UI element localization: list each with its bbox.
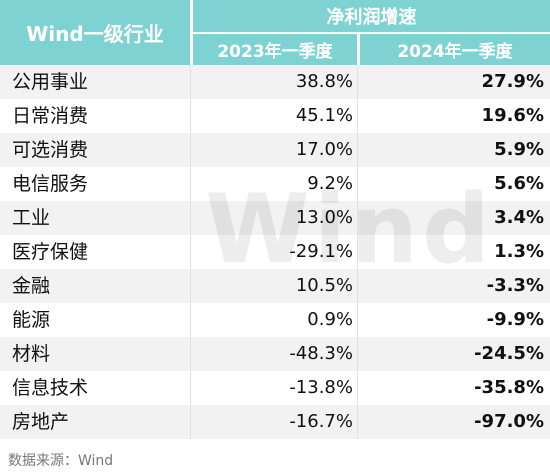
column-divider [357,371,358,405]
column-divider [190,133,191,167]
value-2023-cell: -29.1% [289,241,353,262]
value-2023-cell: -48.3% [289,343,353,364]
column-divider [190,405,191,439]
value-2023-cell: 10.5% [295,275,353,296]
column-divider [357,405,358,439]
column-divider [190,371,191,405]
column-divider [357,65,358,99]
value-2024-cell: 27.9% [481,71,544,92]
column-divider [190,269,191,303]
header-industry: Wind一级行业 [26,22,164,46]
column-divider [190,303,191,337]
column-divider [190,201,191,235]
value-2024-cell: 19.6% [481,105,544,126]
value-2024-cell: 3.4% [494,207,544,228]
column-divider [357,269,358,303]
industry-cell: 医疗保健 [12,241,89,263]
table-row: 能源 0.9% -9.9% [0,303,550,337]
value-2023-cell: 0.9% [307,309,353,330]
table-row: 可选消费 17.0% 5.9% [0,133,550,167]
value-2023-cell: 9.2% [307,173,353,194]
header-2023-q1: 2023年一季度 [217,42,333,62]
value-2023-cell: -16.7% [289,411,353,432]
table-row: 公用事业 38.8% 27.9% [0,65,550,99]
header-2024-q1: 2024年一季度 [397,42,513,62]
header-net-profit-growth: 净利润增速 [326,7,417,28]
column-divider [190,167,191,201]
value-2024-cell: 1.3% [494,241,544,262]
column-divider [357,167,358,201]
table-row: 日常消费 45.1% 19.6% [0,99,550,133]
column-divider [357,201,358,235]
column-divider [357,303,358,337]
table-row: 医疗保健 -29.1% 1.3% [0,235,550,269]
column-divider [357,99,358,133]
table-header: Wind一级行业 净利润增速 2023年一季度 2024年一季度 [0,0,550,65]
table-body: 公用事业 38.8% 27.9% 日常消费 45.1% 19.6% 可选消费 1… [0,65,550,439]
industry-cell: 能源 [12,309,51,331]
header-divider [190,0,193,65]
value-2024-cell: 5.6% [494,173,544,194]
column-divider [190,337,191,371]
industry-cell: 信息技术 [12,377,89,399]
column-divider [357,235,358,269]
industry-cell: 金融 [12,275,51,297]
industry-cell: 公用事业 [12,71,89,93]
table-row: 金融 10.5% -3.3% [0,269,550,303]
value-2023-cell: 13.0% [295,207,353,228]
value-2024-cell: 5.9% [494,139,544,160]
column-divider [190,99,191,133]
value-2024-cell: -24.5% [474,343,544,364]
table-row: 电信服务 9.2% 5.6% [0,167,550,201]
value-2023-cell: 45.1% [295,105,353,126]
industry-cell: 可选消费 [12,139,89,161]
industry-cell: 材料 [12,343,51,365]
column-divider [190,235,191,269]
table-row: 材料 -48.3% -24.5% [0,337,550,371]
industry-cell: 房地产 [12,411,70,433]
value-2023-cell: 17.0% [295,139,353,160]
column-divider [357,337,358,371]
header-divider [357,34,360,65]
table-row: 工业 13.0% 3.4% [0,201,550,235]
column-divider [357,133,358,167]
value-2023-cell: 38.8% [295,71,353,92]
header-divider [193,32,550,34]
industry-cell: 日常消费 [12,105,89,127]
industry-cell: 工业 [12,207,51,229]
table-row: 信息技术 -13.8% -35.8% [0,371,550,405]
value-2024-cell: -97.0% [474,411,544,432]
data-source-note: 数据来源：Wind [8,453,114,469]
table-row: 房地产 -16.7% -97.0% [0,405,550,439]
value-2023-cell: -13.8% [289,377,353,398]
column-divider [190,65,191,99]
value-2024-cell: -9.9% [486,309,544,330]
growth-table: Wind一级行业 净利润增速 2023年一季度 2024年一季度 公用事业 38… [0,0,550,439]
industry-cell: 电信服务 [12,173,89,195]
value-2024-cell: -3.3% [486,275,544,296]
value-2024-cell: -35.8% [474,377,544,398]
